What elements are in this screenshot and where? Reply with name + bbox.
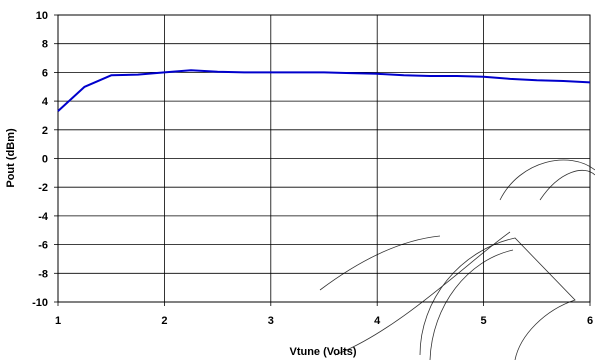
x-axis: 1 2 3 4 5 6: [55, 302, 593, 327]
x-tick-label: 6: [587, 315, 593, 327]
y-tick-label: -10: [32, 297, 48, 309]
y-tick-label: 8: [42, 39, 48, 51]
x-tick-label: 3: [268, 315, 274, 327]
y-axis: 10 8 6 4 2 0 -2 -4 -6 -8 -10: [32, 10, 58, 309]
grid: [57, 14, 591, 303]
y-tick-label: -2: [38, 182, 48, 194]
y-tick-label: 6: [42, 67, 48, 79]
series-group: [57, 69, 591, 112]
y-tick-label: -8: [38, 268, 48, 280]
y-tick-label: -4: [38, 211, 49, 223]
y-axis-label: Pout (dBm): [5, 128, 17, 188]
y-tick-label: -6: [38, 240, 48, 252]
x-tick-label: 2: [161, 315, 167, 327]
series-line: [57, 69, 591, 112]
x-tick-label: 4: [374, 315, 381, 327]
y-tick-label: 4: [42, 96, 49, 108]
x-tick-label: 1: [55, 315, 61, 327]
watermark: [319, 159, 595, 360]
y-tick-label: 0: [42, 154, 48, 166]
x-tick-label: 5: [481, 315, 487, 327]
y-tick-label: 2: [42, 125, 48, 137]
x-axis-label: Vtune (Volts): [289, 346, 356, 358]
y-tick-label: 10: [36, 10, 48, 22]
